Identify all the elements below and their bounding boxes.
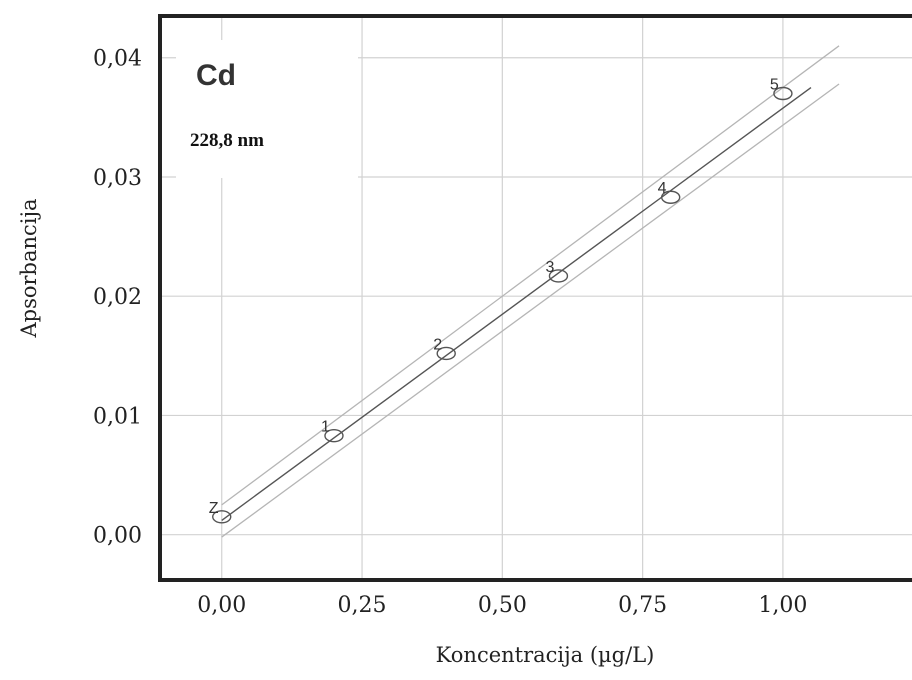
data-point-marker: [436, 346, 456, 361]
data-point-label: 3: [545, 259, 554, 276]
data-point-label: Z: [209, 500, 219, 517]
y-tick-label: 0,03: [93, 166, 142, 191]
data-point-label: 2: [433, 336, 442, 353]
y-tick-label: 0,02: [93, 285, 142, 310]
data-point-marker: [324, 429, 344, 443]
data-point-marker: [773, 86, 793, 101]
confidence-band: [221, 45, 840, 538]
x-tick-label: 0,25: [338, 593, 387, 618]
data-point-marker: [660, 190, 681, 204]
data-point-label: 4: [658, 180, 667, 197]
x-tick-label: 1,00: [758, 593, 807, 618]
x-tick-label: 0,50: [478, 593, 527, 618]
fit-line: [221, 86, 812, 521]
x-axis-ticks: 0,00 0,25 0,50 0,75 1,00: [197, 593, 807, 618]
grid: [160, 16, 912, 580]
confidence-band-upper: [221, 45, 840, 506]
x-tick-label: 0,75: [618, 593, 667, 618]
plot-frame: [158, 14, 912, 582]
element-label: Cd: [196, 59, 236, 92]
y-axis-title: Apsorbancija: [17, 198, 41, 338]
data-point-label: 5: [770, 77, 779, 94]
label-box-background: [176, 40, 358, 178]
fit-line-group: [221, 86, 812, 521]
wavelength-label: 228,8 nm: [190, 130, 264, 151]
y-tick-label: 0,04: [93, 47, 142, 72]
y-tick-label: 0,00: [93, 524, 142, 549]
y-axis-ticks: 0,00 0,01 0,02 0,03 0,04: [93, 47, 142, 549]
data-point-marker: [548, 269, 569, 283]
x-axis-title: Koncentracija (µg/L): [436, 643, 655, 667]
legend-box: Cd 228,8 nm: [176, 40, 358, 178]
data-point-label: 1: [321, 419, 330, 436]
y-tick-label: 0,01: [93, 404, 142, 429]
data-points: Z 1 2 3 4 5: [209, 77, 793, 524]
x-tick-label: 0,00: [197, 593, 246, 618]
confidence-band-lower: [221, 83, 840, 538]
data-point-marker: [212, 510, 232, 524]
